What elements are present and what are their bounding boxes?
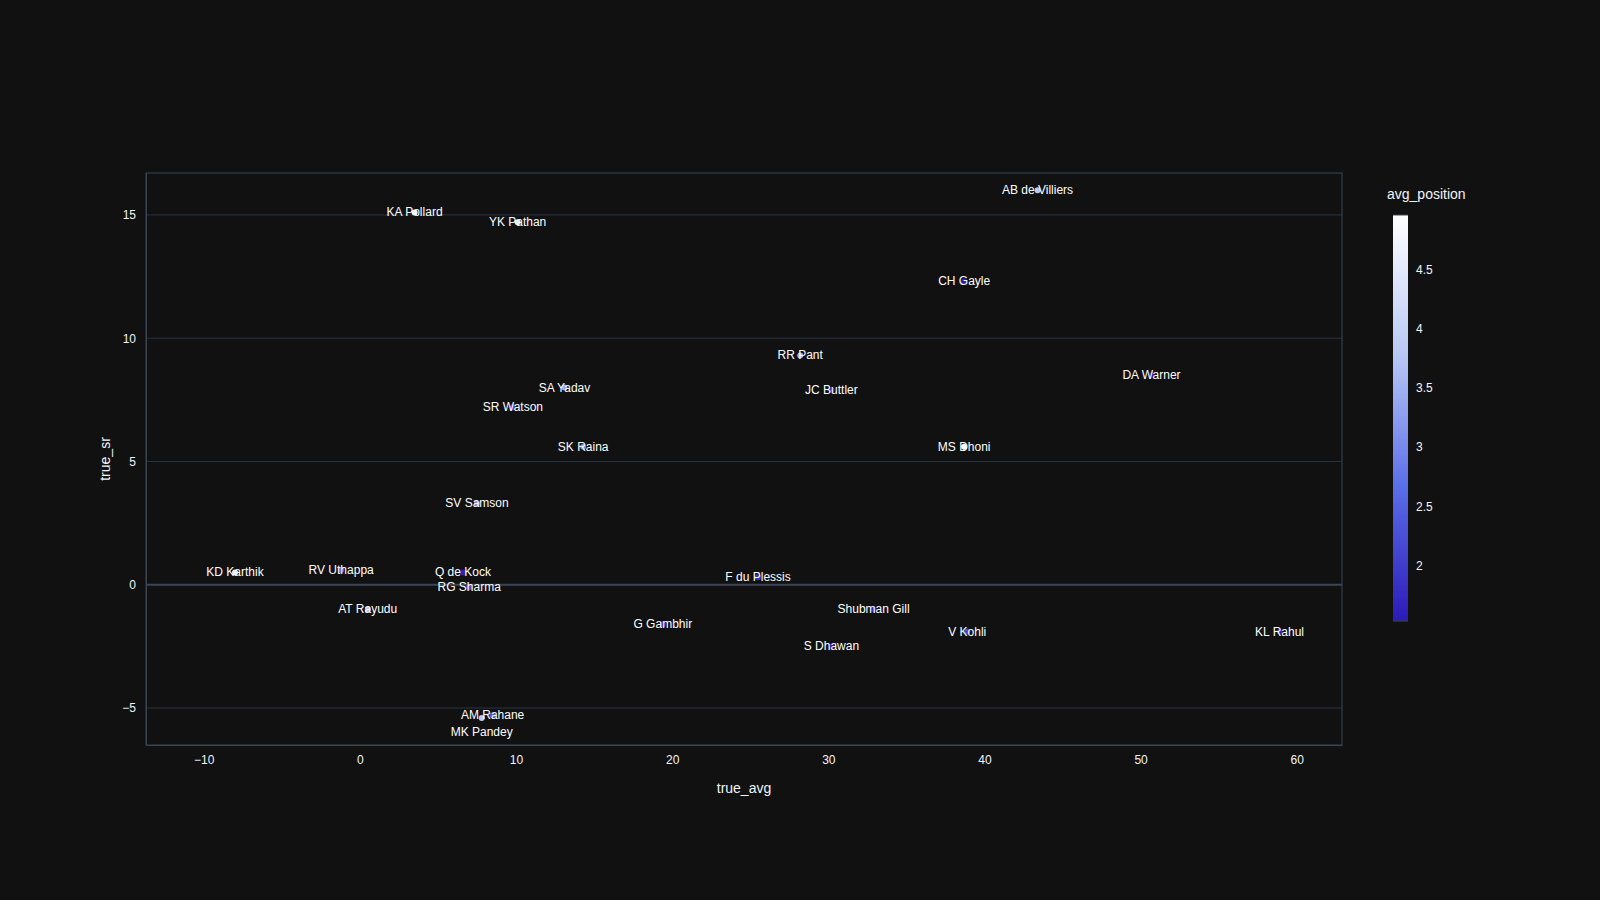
point-label: KD Karthik (206, 565, 264, 579)
grid-line (146, 338, 1342, 339)
point-label: CH Gayle (938, 274, 990, 288)
tick: 30 (822, 745, 836, 767)
point-label: RR Pant (778, 348, 824, 362)
colorbar-tick: 4.5 (1408, 263, 1433, 277)
colorbar-end (1393, 621, 1408, 622)
tick-label: 10 (510, 753, 524, 767)
tick: 10 (510, 745, 524, 767)
tick: 20 (666, 745, 680, 767)
point-label: F du Plessis (725, 570, 790, 584)
point-label: KA Pollard (387, 205, 443, 219)
colorbar-tick-label: 3 (1416, 440, 1423, 454)
x-axis-title: true_avg (717, 780, 771, 796)
point-label: JC Buttler (805, 383, 858, 397)
tick: 0 (357, 745, 364, 767)
point-label: RG Sharma (438, 580, 502, 594)
colorbar-title: avg_position (1387, 186, 1466, 202)
colorbar-tick: 2.5 (1408, 500, 1433, 514)
point-label: YK Pathan (489, 215, 546, 229)
colorbar-tick: 2 (1408, 559, 1423, 573)
colorbar-axis-line (1408, 216, 1409, 622)
points (232, 187, 1283, 721)
colorbar-tick-label: 2 (1416, 559, 1423, 573)
grid-line (146, 214, 1342, 215)
point-label: S Dhawan (804, 639, 859, 653)
point-label: AB de Villiers (1002, 183, 1073, 197)
point-label: SR Watson (483, 400, 543, 414)
colorbar-end (1393, 215, 1408, 216)
tick: 15 (123, 208, 146, 222)
point-label: AM Rahane (461, 708, 525, 722)
point-label: KL Rahul (1255, 625, 1304, 639)
tick: 0 (129, 578, 146, 592)
point-label: G Gambhir (633, 617, 692, 631)
tick: 40 (978, 745, 992, 767)
plot-frame (146, 173, 1342, 745)
colorbar-range (1393, 215, 1408, 621)
point-labels: AB de Villiers KA Pollard YK Pathan CH Gayl… (206, 183, 1304, 739)
grid-line (146, 708, 1342, 709)
point-label: SA Yadav (539, 381, 591, 395)
axis-line (147, 745, 1343, 746)
colorbar-tick-label: 2.5 (1416, 500, 1433, 514)
tick: 50 (1134, 745, 1148, 767)
tick-label: 15 (123, 208, 137, 222)
colorbar-axis: 2 2.5 3 3.5 4 4.5 (1408, 216, 1433, 622)
tick-label: −5 (122, 701, 136, 715)
colorbar-tick-label: 3.5 (1416, 381, 1433, 395)
colorbar-tick: 4 (1408, 322, 1423, 336)
point-label: Shubman Gill (838, 602, 910, 616)
tick: −10 (194, 745, 215, 767)
tick: 10 (123, 332, 146, 346)
tick-label: 40 (978, 753, 992, 767)
tick-label: 0 (357, 753, 364, 767)
axis-line (146, 174, 147, 746)
tick-label: 60 (1291, 753, 1305, 767)
point-label: RV Uthappa (309, 563, 374, 577)
point-label: Q de Kock (435, 565, 492, 579)
colorbar-tick-label: 4.5 (1416, 263, 1433, 277)
point-label: SV Samson (445, 496, 508, 510)
point-label: MK Pandey (451, 725, 513, 739)
chart: −10 0 10 20 30 40 50 60 −5 0 5 10 15 true_avg true_sr A… (0, 0, 1600, 900)
background (0, 0, 1600, 900)
y-axis-title: true_sr (97, 437, 113, 481)
tick: 60 (1291, 745, 1305, 767)
point-label: V Kohli (948, 625, 986, 639)
point-label: DA Warner (1122, 368, 1180, 382)
tick-label: 10 (123, 332, 137, 346)
tick-label: 0 (129, 578, 136, 592)
tick-label: −10 (194, 753, 215, 767)
colorbar-tick-label: 4 (1416, 322, 1423, 336)
tick-label: 5 (129, 455, 136, 469)
point-label: SK Raina (558, 440, 609, 454)
y-axis: −5 0 5 10 15 (122, 174, 146, 746)
point-label: AT Rayudu (338, 602, 397, 616)
tick-label: 50 (1134, 753, 1148, 767)
x-axis: −10 0 10 20 30 40 50 60 (147, 745, 1343, 767)
colorbar-tick: 3.5 (1408, 381, 1433, 395)
grid-line (146, 461, 1342, 462)
tick-label: 20 (666, 753, 680, 767)
tick: 5 (129, 455, 146, 469)
tick-label: 30 (822, 753, 836, 767)
colorbar (1393, 215, 1408, 621)
grid (146, 215, 1342, 708)
point-label: MS Dhoni (938, 440, 991, 454)
colorbar-tick: 3 (1408, 440, 1423, 454)
tick: −5 (122, 701, 146, 715)
